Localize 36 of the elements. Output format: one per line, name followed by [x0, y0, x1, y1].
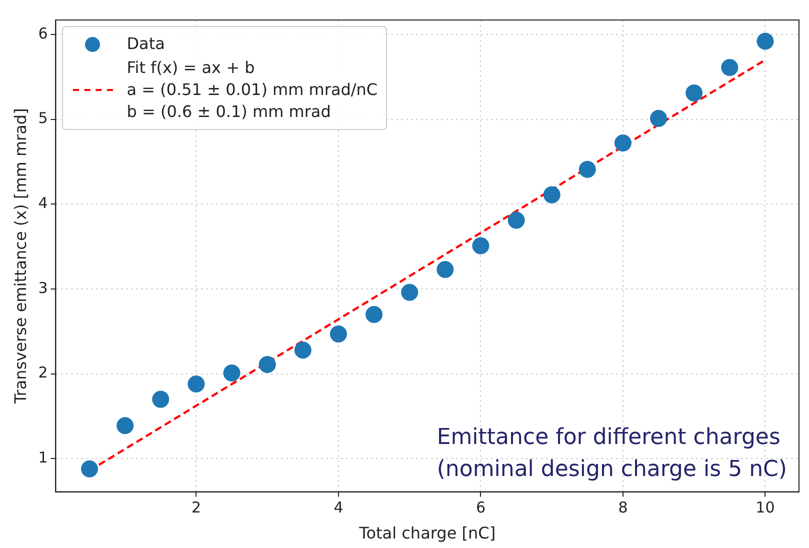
y-tick-label: 6: [38, 24, 48, 42]
point: [401, 284, 418, 301]
point: [578, 160, 596, 178]
point: [436, 260, 454, 278]
y-tick-label: 5: [38, 109, 48, 128]
point: [366, 306, 383, 323]
point: [614, 134, 632, 152]
y-tick-label: 3: [38, 278, 48, 297]
y-axis-title: Transverse emittance (x) [mm mrad]: [10, 108, 30, 405]
x-tick-label: 4: [334, 498, 344, 517]
x-axis-title: Total charge [nC]: [358, 524, 496, 543]
point: [152, 390, 170, 408]
annotation: Emittance for different charges (nominal design charge is 5 nC): [436, 424, 788, 482]
x-tick-label: 10: [756, 498, 775, 517]
x-tick-label: 6: [476, 498, 486, 517]
point: [472, 237, 490, 254]
point: [258, 356, 276, 374]
y-tick-label: 1: [38, 448, 48, 467]
x-tick-label: 8: [618, 498, 628, 517]
point: [756, 32, 774, 50]
legend-label: Fit f(x) = ax + b a = (0.51 ± 0.01) mm mrad/nC b = (0.6 ± 0.1) mm mrad: [126, 57, 378, 123]
point: [81, 460, 98, 478]
point: [188, 376, 205, 393]
point: [116, 417, 134, 434]
point: [508, 212, 525, 229]
point: [223, 364, 240, 382]
x-tick-label: 2: [191, 498, 201, 517]
point: [650, 110, 668, 127]
y-tick-label: 2: [38, 364, 48, 382]
point: [721, 59, 738, 76]
legend-label: Data: [126, 33, 165, 55]
point: [294, 342, 312, 359]
y-tick-label: 4: [38, 194, 48, 212]
point: [686, 84, 703, 102]
point: [543, 186, 560, 204]
point: [330, 325, 347, 342]
